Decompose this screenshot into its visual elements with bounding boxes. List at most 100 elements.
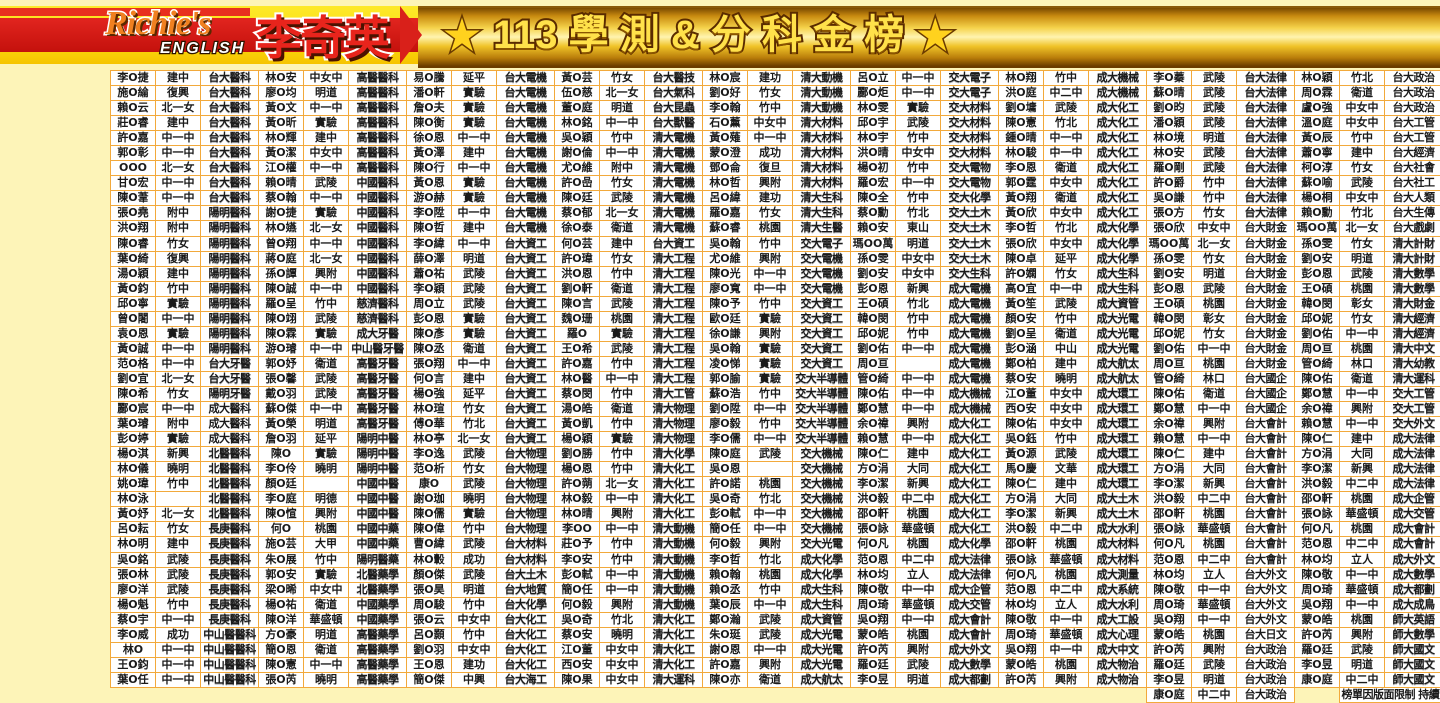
student-school-cell: 武陵 bbox=[1044, 296, 1089, 311]
student-name-cell: 江O董 bbox=[555, 642, 600, 657]
student-school-cell: 新興 bbox=[896, 281, 941, 296]
student-name-cell: 鍾O晴 bbox=[999, 131, 1044, 146]
student-name-cell: 蔡O勳 bbox=[851, 206, 896, 221]
student-school-cell: 明道 bbox=[1192, 266, 1237, 281]
student-name-cell: 莊O睿 bbox=[111, 116, 156, 131]
student-school-cell: 中一中 bbox=[156, 311, 201, 326]
department-badge: 交大材料 bbox=[941, 101, 999, 116]
student-school-cell: 竹中 bbox=[748, 417, 793, 432]
student-school-cell: 衛道 bbox=[1044, 161, 1089, 176]
department-badge: 交大土木 bbox=[941, 221, 999, 236]
student-name-cell: 徐O泰 bbox=[555, 221, 600, 236]
department-badge: 成大環工 bbox=[1089, 447, 1147, 462]
department-badge: 中國醫科 bbox=[349, 236, 407, 251]
student-name-cell: 王O鈞 bbox=[111, 657, 156, 672]
student-school-cell: 中一中 bbox=[600, 371, 645, 386]
student-name-cell: 劉O宜 bbox=[111, 371, 156, 386]
student-name-cell: 劉O呈 bbox=[999, 326, 1044, 341]
student-school-cell: 建中 bbox=[896, 447, 941, 462]
department-badge: 清大化工 bbox=[645, 477, 703, 492]
student-name-cell: 董O庭 bbox=[555, 101, 600, 116]
student-school-cell: 武陵 bbox=[304, 386, 349, 401]
department-badge: 台大物理 bbox=[497, 507, 555, 522]
department-badge: 陽明牙醫 bbox=[201, 386, 259, 401]
department-badge: 台大牙醫 bbox=[201, 356, 259, 371]
student-school-cell: 桃園 bbox=[1192, 356, 1237, 371]
student-name-cell: 周O琦 bbox=[999, 627, 1044, 642]
student-school-cell: 中一中 bbox=[896, 371, 941, 386]
table-row: 湯O穎建中陽明醫科孫O譚興附中國醫科蕭O祐武陵台大資工洪O恩竹中清大工程陳O光中… bbox=[111, 266, 1440, 281]
student-school-cell: 興附 bbox=[748, 537, 793, 552]
department-badge: 成大法律 bbox=[1385, 477, 1440, 492]
department-badge: 清大動機 bbox=[645, 567, 703, 582]
empty-cell bbox=[555, 687, 600, 702]
department-badge: 台大電機 bbox=[497, 191, 555, 206]
student-school-cell: 桃園 bbox=[1192, 627, 1237, 642]
department-badge: 台大醫科 bbox=[201, 176, 259, 191]
department-badge: 成大化工 bbox=[1089, 116, 1147, 131]
student-school-cell: 明德 bbox=[304, 492, 349, 507]
student-school-cell: 北一女 bbox=[156, 161, 201, 176]
student-school-cell: 中女中 bbox=[304, 146, 349, 161]
department-badge: 交大土木 bbox=[941, 206, 999, 221]
student-name-cell: 賴O翰 bbox=[703, 567, 748, 582]
department-badge: 台大社會 bbox=[1385, 161, 1440, 176]
student-name-cell: 彭O涵 bbox=[999, 341, 1044, 356]
student-school-cell: 武陵 bbox=[304, 176, 349, 191]
department-badge: 成大化工 bbox=[1089, 161, 1147, 176]
student-name-cell: 蔡O閔 bbox=[555, 386, 600, 401]
department-badge: 清大化工 bbox=[645, 612, 703, 627]
department-badge: 台大會計 bbox=[1237, 537, 1295, 552]
student-school-cell: 實驗 bbox=[748, 341, 793, 356]
student-name-cell: 邵O軒 bbox=[851, 507, 896, 522]
student-school-cell: 桃園 bbox=[1044, 567, 1089, 582]
student-school-cell: 竹女 bbox=[600, 176, 645, 191]
student-school-cell: 建中 bbox=[452, 371, 497, 386]
student-school-cell: 延平 bbox=[1044, 251, 1089, 266]
student-name-cell: 李O潔 bbox=[851, 477, 896, 492]
table-row: 施O綸復興台大醫科廖O均明道高醫醫科潘O軒實驗台大電機伍O慈北一女台大氣科劉O好… bbox=[111, 86, 1440, 101]
student-name-cell: 范O恩 bbox=[1295, 537, 1340, 552]
department-badge: 師大英語 bbox=[1385, 612, 1440, 627]
student-name-cell: 彭O恩 bbox=[1147, 281, 1192, 296]
student-name-cell: 蘇O睿 bbox=[703, 221, 748, 236]
department-badge: 台大資工 bbox=[497, 251, 555, 266]
department-badge: 台大醫科 bbox=[201, 146, 259, 161]
department-badge: 成大土木 bbox=[1089, 492, 1147, 507]
student-school-cell: 中二中 bbox=[896, 492, 941, 507]
department-badge: 成大物治 bbox=[1089, 672, 1147, 687]
department-badge: 台大醫科 bbox=[201, 161, 259, 176]
department-badge: 清大化工 bbox=[645, 657, 703, 672]
student-school-cell: 武陵 bbox=[452, 296, 497, 311]
poster-page: Richie's ENGLISH 李奇英文 ★ 113 學 測 & 分 科 金 … bbox=[0, 0, 1440, 596]
department-badge: 中國中藥 bbox=[349, 537, 407, 552]
student-school-cell: 竹女 bbox=[1340, 311, 1385, 326]
student-school-cell: 中一中 bbox=[304, 657, 349, 672]
student-name-cell: 陳O儒 bbox=[407, 507, 452, 522]
department-badge: 交大機械 bbox=[793, 492, 851, 507]
department-badge: 師大國文 bbox=[1385, 642, 1440, 657]
department-badge: 成大航太 bbox=[1089, 356, 1147, 371]
department-badge: 成大化工 bbox=[1089, 131, 1147, 146]
student-name-cell: 林O安 bbox=[259, 71, 304, 86]
department-badge: 成大光電 bbox=[1089, 341, 1147, 356]
empty-cell bbox=[156, 687, 201, 702]
student-school-cell: 中一中 bbox=[304, 101, 349, 116]
department-badge: 成大會計 bbox=[1385, 537, 1440, 552]
student-school-cell: 中二中 bbox=[1192, 492, 1237, 507]
table-row: 曾O闍中一中陽明醫科陳O翊武陵慈濟醫科彭O恩實驗台大資工魏O珊桃園清大工程歐O廷… bbox=[111, 311, 1440, 326]
department-badge: 台大化工 bbox=[497, 627, 555, 642]
student-school-cell: 竹北 bbox=[748, 552, 793, 567]
student-name-cell: 何O凡 bbox=[851, 537, 896, 552]
department-badge: 交大電物 bbox=[941, 161, 999, 176]
department-badge: 台大會計 bbox=[1237, 447, 1295, 462]
student-name-cell: 陳O庭 bbox=[703, 447, 748, 462]
student-name-cell: 廖O寬 bbox=[703, 281, 748, 296]
student-school-cell: 建中 bbox=[156, 116, 201, 131]
admissions-board: 李O捷建中台大醫科林O安中女中高醫醫科易O騰延平台大電機黃O芸竹女台大醫技林O宸… bbox=[110, 70, 1325, 586]
student-school-cell: 建中 bbox=[1044, 477, 1089, 492]
department-badge: 台大政治 bbox=[1237, 642, 1295, 657]
department-badge: 北醫藥學 bbox=[349, 582, 407, 597]
student-name-cell: 林O輝 bbox=[259, 131, 304, 146]
